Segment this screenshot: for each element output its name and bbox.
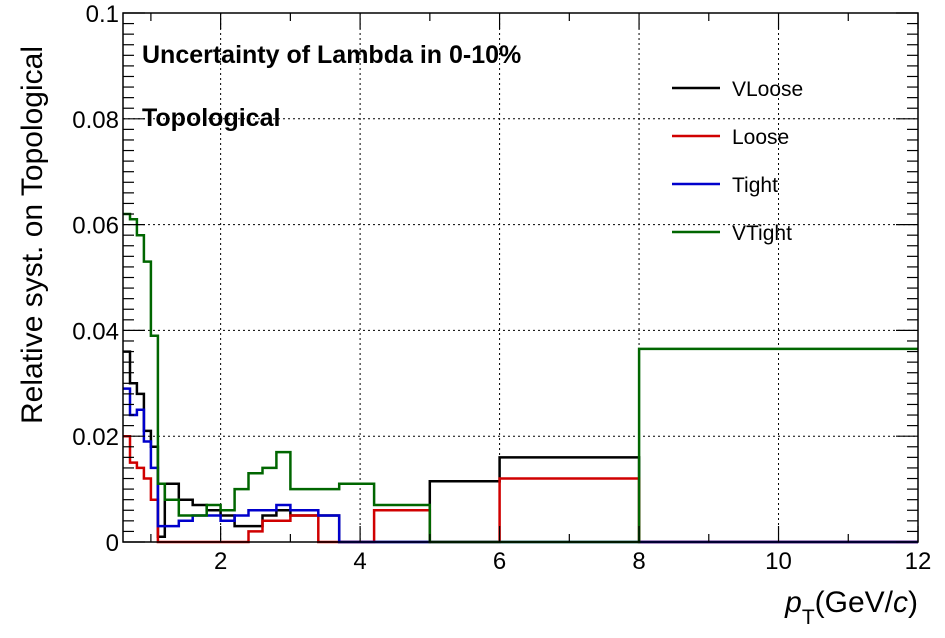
y-tick-label-0.04: 0.04 bbox=[72, 318, 119, 345]
legend-label-vtight: VTight bbox=[732, 222, 792, 245]
x-tick-label-10: 10 bbox=[765, 548, 792, 575]
legend-label-vloose: VLoose bbox=[732, 78, 803, 101]
tick-labels: 2 4 6 8 10 12 0 0.02 0.04 0.06 0.08 0.1 bbox=[72, 1, 931, 575]
y-tick-label-0.06: 0.06 bbox=[72, 213, 119, 240]
legend-label-tight: Tight bbox=[732, 174, 778, 197]
annotation-subtitle: Topological bbox=[142, 104, 280, 132]
x-tick-label-6: 6 bbox=[493, 548, 506, 575]
y-tick-label-0.1: 0.1 bbox=[86, 1, 119, 28]
x-tick-label-12: 12 bbox=[905, 548, 932, 575]
x-axis-title-sub: T bbox=[802, 606, 815, 629]
x-axis-title-p: p bbox=[784, 586, 802, 619]
y-tick-label-0.02: 0.02 bbox=[72, 424, 119, 451]
x-tick-label-4: 4 bbox=[353, 548, 366, 575]
x-tick-label-2: 2 bbox=[214, 548, 227, 575]
x-axis-title: pT(GeV/c) bbox=[784, 586, 918, 629]
legend: VLoose Loose Tight VTight bbox=[672, 78, 803, 245]
y-axis-title: Relative syst. on Topological bbox=[16, 46, 49, 424]
series-line-tight bbox=[123, 387, 918, 544]
series-line-vtight bbox=[123, 212, 918, 544]
axes bbox=[122, 12, 919, 543]
series-line-vloose bbox=[123, 350, 918, 544]
annotation-title: Uncertainty of Lambda in 0-10% bbox=[142, 41, 521, 69]
x-axis-title-c: c bbox=[893, 586, 908, 619]
y-tick-label-0: 0 bbox=[106, 530, 119, 557]
x-tick-label-8: 8 bbox=[632, 548, 645, 575]
x-axis-title-close: ) bbox=[908, 586, 918, 619]
y-tick-label-0.08: 0.08 bbox=[72, 107, 119, 134]
legend-label-loose: Loose bbox=[732, 126, 789, 149]
series-layer bbox=[123, 212, 918, 544]
x-axis-title-unit: (GeV/ bbox=[815, 586, 894, 619]
